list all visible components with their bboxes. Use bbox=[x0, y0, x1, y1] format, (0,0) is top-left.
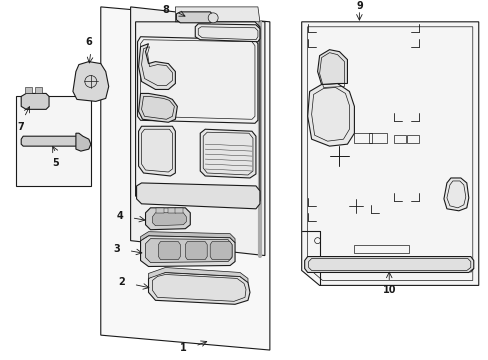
Polygon shape bbox=[443, 178, 468, 211]
Polygon shape bbox=[25, 87, 32, 94]
Polygon shape bbox=[176, 12, 213, 23]
Bar bbox=[393, 135, 406, 143]
Polygon shape bbox=[76, 133, 91, 151]
Bar bbox=[368, 133, 386, 143]
Polygon shape bbox=[156, 208, 164, 213]
Text: 2: 2 bbox=[118, 278, 125, 287]
Text: 7: 7 bbox=[18, 122, 24, 132]
Text: 8: 8 bbox=[162, 5, 168, 15]
Polygon shape bbox=[148, 273, 249, 304]
Polygon shape bbox=[138, 94, 177, 122]
Polygon shape bbox=[195, 24, 260, 42]
Circle shape bbox=[208, 13, 218, 23]
Text: 1: 1 bbox=[180, 343, 186, 353]
Polygon shape bbox=[158, 242, 180, 260]
Polygon shape bbox=[73, 62, 108, 102]
Polygon shape bbox=[301, 22, 478, 285]
Polygon shape bbox=[21, 94, 49, 109]
Polygon shape bbox=[16, 96, 91, 186]
Polygon shape bbox=[130, 7, 264, 256]
Text: 9: 9 bbox=[355, 1, 362, 11]
Bar bbox=[354, 133, 371, 143]
Polygon shape bbox=[21, 136, 81, 146]
Polygon shape bbox=[145, 239, 232, 262]
Bar bbox=[407, 135, 418, 143]
Polygon shape bbox=[35, 87, 42, 94]
Text: 6: 6 bbox=[85, 37, 92, 47]
Polygon shape bbox=[138, 44, 175, 89]
Polygon shape bbox=[304, 257, 473, 273]
Polygon shape bbox=[145, 208, 190, 230]
Text: 4: 4 bbox=[116, 211, 123, 221]
Polygon shape bbox=[307, 84, 354, 146]
Polygon shape bbox=[101, 7, 269, 350]
Polygon shape bbox=[138, 126, 175, 176]
Polygon shape bbox=[175, 7, 260, 22]
Polygon shape bbox=[317, 50, 347, 85]
Polygon shape bbox=[136, 183, 260, 209]
Text: 3: 3 bbox=[113, 244, 120, 253]
Polygon shape bbox=[175, 208, 183, 213]
Polygon shape bbox=[210, 242, 232, 260]
Bar bbox=[354, 244, 408, 253]
Text: 10: 10 bbox=[382, 285, 395, 295]
Polygon shape bbox=[168, 208, 176, 213]
Polygon shape bbox=[200, 129, 255, 178]
Polygon shape bbox=[140, 232, 235, 243]
Text: 5: 5 bbox=[53, 158, 59, 168]
Polygon shape bbox=[152, 213, 186, 226]
Polygon shape bbox=[140, 236, 235, 266]
Polygon shape bbox=[148, 267, 247, 282]
Polygon shape bbox=[185, 242, 207, 260]
